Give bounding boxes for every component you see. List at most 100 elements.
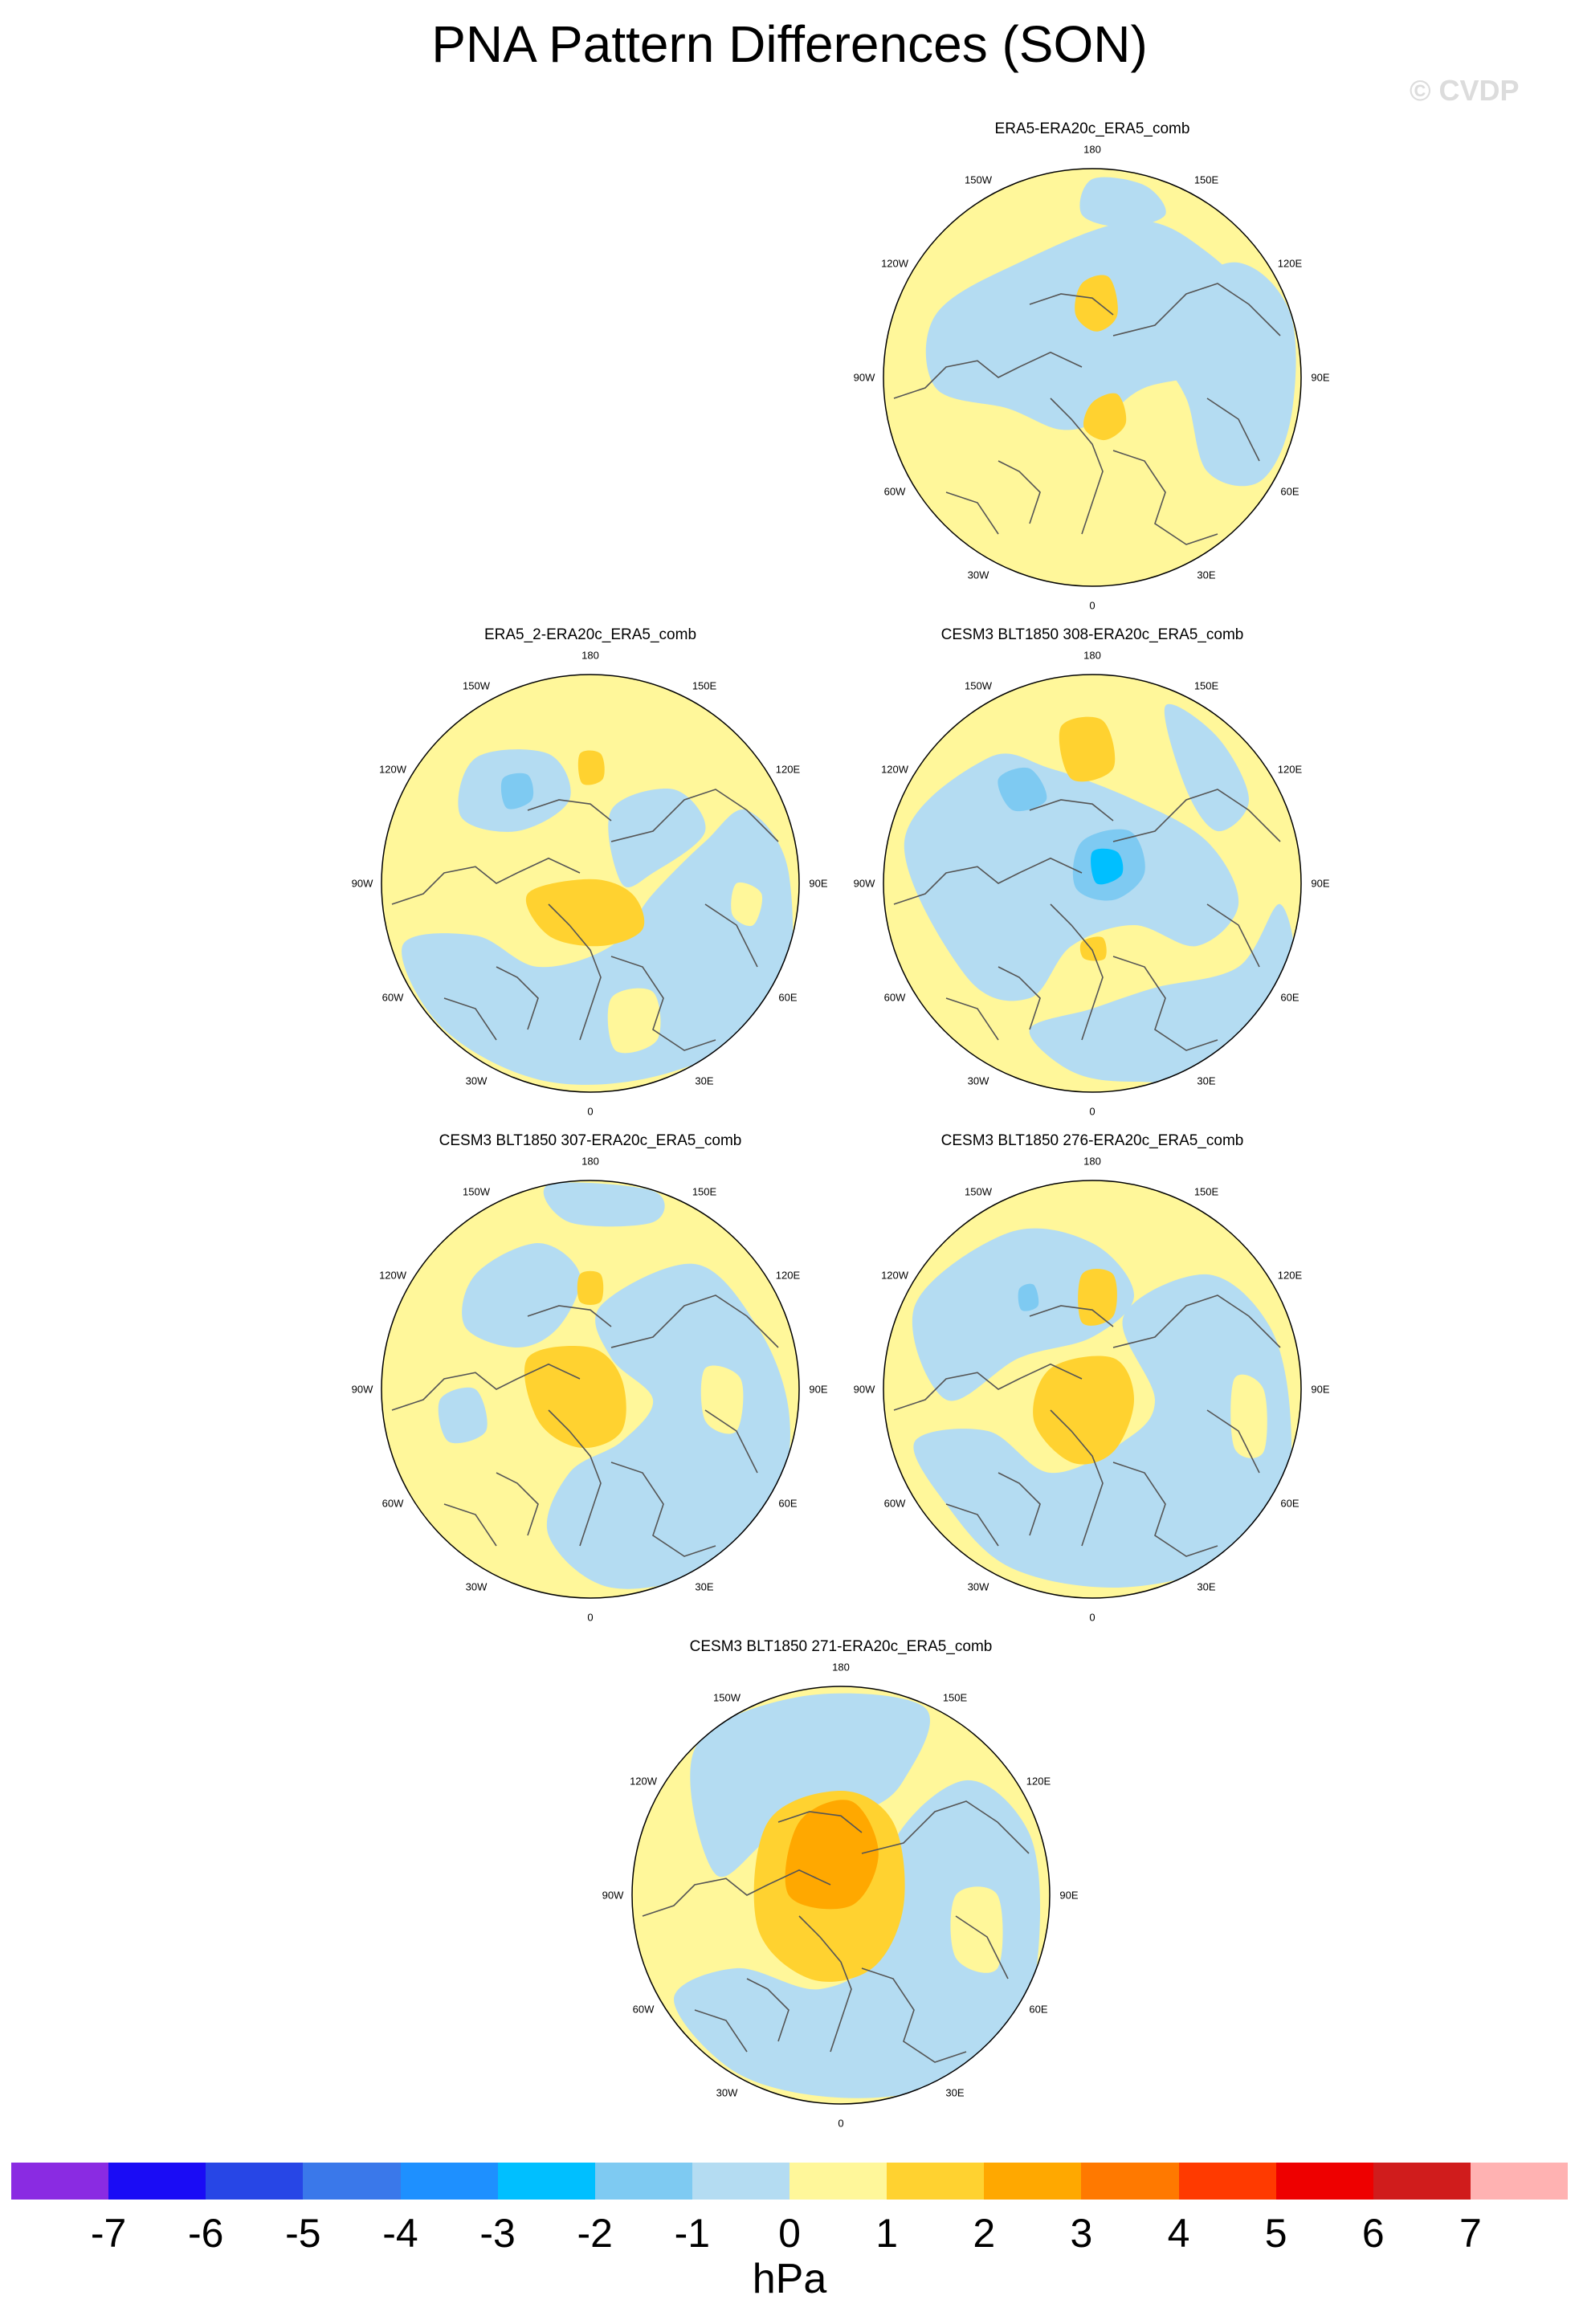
coastline	[798, 1915, 852, 2053]
colorbar-tick-label: -3	[479, 2211, 516, 2256]
polar-stereographic-map	[883, 1180, 1302, 1599]
contour-region	[913, 1274, 1292, 1588]
longitude-label: 180	[832, 1661, 850, 1674]
longitude-label: 30W	[716, 2086, 738, 2099]
coastline	[746, 1978, 790, 2042]
colorbar-swatch	[108, 2163, 206, 2200]
longitude-label: 150W	[463, 1185, 490, 1198]
longitude-label: 180	[1083, 143, 1101, 156]
longitude-label: 150W	[965, 679, 992, 692]
contour-region	[524, 1346, 626, 1449]
colorbar-swatch	[594, 2163, 692, 2200]
coastline	[1112, 1462, 1218, 1557]
longitude-label: 0	[1089, 1105, 1096, 1118]
contour-region	[525, 879, 645, 947]
colorbar-tick-labels: -7 -6 -5 -4 -3 -2 -1 0 1 2 3 4 5 6 7	[0, 2210, 1579, 2258]
coastline	[893, 351, 1083, 399]
longitude-label: 60E	[778, 991, 798, 1004]
longitude-label: 90E	[809, 877, 828, 890]
longitude-label: 180	[1083, 649, 1101, 662]
longitude-label: 90E	[1311, 1383, 1330, 1396]
longitude-label: 120W	[379, 763, 407, 776]
coastline	[694, 2009, 748, 2053]
coastline	[548, 1409, 602, 1547]
map-boundary	[883, 1180, 1302, 1599]
longitude-label: 120W	[881, 1269, 909, 1282]
contour-region	[674, 1780, 1041, 2098]
colorbar-swatch	[303, 2163, 401, 2200]
coastline	[777, 1811, 863, 1833]
longitude-label: 150W	[965, 173, 992, 186]
coastline	[610, 956, 716, 1051]
colorbar-swatch	[692, 2163, 790, 2200]
longitude-label: 90W	[602, 1889, 624, 1902]
coastline	[610, 1295, 779, 1348]
longitude-label: 120W	[881, 257, 909, 270]
coastline	[998, 460, 1041, 524]
contour-region	[577, 1270, 604, 1305]
colorbar-tick-label: -5	[285, 2211, 321, 2256]
coastline	[861, 1967, 967, 2063]
colorbar-swatch	[1178, 2163, 1276, 2200]
longitude-label: 120E	[775, 763, 801, 776]
colorbar-swatch	[11, 2163, 109, 2200]
coastline	[1029, 293, 1114, 316]
contour-region	[690, 1693, 930, 1878]
contour-region	[912, 1228, 1134, 1401]
longitude-label: 60E	[778, 1497, 798, 1510]
colorbar-swatch	[984, 2163, 1082, 2200]
polar-map-panel: CESM3 BLT1850 307-ERA20c_ERA5_comb 180 150…	[333, 1132, 847, 1678]
map-boundary	[381, 674, 800, 1093]
colorbar-tick-label: 5	[1264, 2211, 1287, 2256]
contour-region	[1230, 1374, 1267, 1458]
longitude-label: 90E	[1311, 877, 1330, 890]
coastline	[1206, 1409, 1260, 1474]
longitude-label: 90W	[351, 877, 373, 890]
longitude-label: 150W	[463, 679, 490, 692]
longitude-label: 120E	[1277, 763, 1303, 776]
contour-region	[1033, 1356, 1134, 1465]
contour-region	[1164, 703, 1249, 832]
contour-region	[402, 809, 794, 1085]
colorbar-tick-label: -4	[382, 2211, 418, 2256]
longitude-label: 30E	[695, 1074, 714, 1087]
coastline	[704, 1409, 758, 1474]
coastline	[610, 1462, 716, 1557]
coastline	[642, 1869, 831, 1917]
longitude-label: 60W	[883, 991, 906, 1004]
longitude-label: 150E	[692, 679, 717, 692]
coastline	[893, 1363, 1083, 1411]
longitude-label: 90W	[351, 1383, 373, 1396]
longitude-label: 150E	[1193, 679, 1219, 692]
coastline	[945, 997, 999, 1041]
colorbar-tick-label: 1	[875, 2211, 899, 2256]
contour-region	[607, 988, 661, 1054]
map-boundary	[883, 674, 1302, 1093]
coastline	[893, 857, 1083, 905]
polar-stereographic-map	[883, 168, 1302, 587]
polar-stereographic-map	[883, 674, 1302, 1093]
longitude-label: 0	[587, 1105, 594, 1118]
colorbar-swatch	[1081, 2163, 1179, 2200]
longitude-label: 150E	[1193, 173, 1219, 186]
coastline	[527, 1305, 612, 1327]
panel-title: CESM3 BLT1850 271-ERA20c_ERA5_comb	[689, 1638, 993, 1655]
longitude-label: 180	[581, 1155, 599, 1168]
longitude-label: 90W	[853, 1383, 875, 1396]
coastline	[443, 1503, 497, 1547]
colorbar-swatch	[1373, 2163, 1471, 2200]
coastline	[548, 903, 602, 1041]
coastline	[1112, 1295, 1281, 1348]
colorbar-tick-label: 4	[1167, 2211, 1190, 2256]
contour-region	[961, 280, 1052, 357]
panel-title: CESM3 BLT1850 308-ERA20c_ERA5_comb	[940, 626, 1244, 643]
polar-map-panel: CESM3 BLT1850 308-ERA20c_ERA5_comb 180 150…	[835, 626, 1349, 1172]
contour-region	[904, 753, 1239, 1001]
longitude-label: 60E	[1280, 485, 1300, 498]
longitude-label: 0	[1089, 1611, 1096, 1624]
longitude-label: 60W	[883, 1497, 906, 1510]
longitude-label: 120E	[1277, 1269, 1303, 1282]
contour-region	[1075, 275, 1118, 332]
longitude-label: 60E	[1280, 991, 1300, 1004]
longitude-label: 90W	[853, 371, 875, 384]
